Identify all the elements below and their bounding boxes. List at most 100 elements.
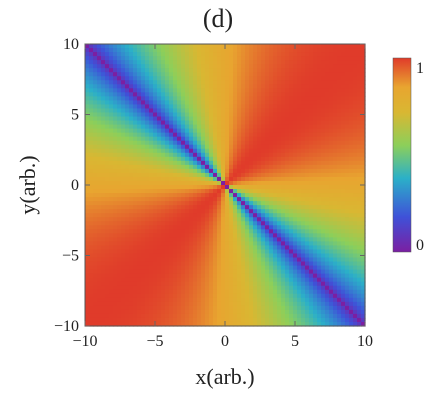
heatmap-cell: [317, 189, 322, 194]
heatmap-cell: [309, 217, 314, 222]
heatmap-cell: [121, 233, 126, 238]
heatmap-cell: [361, 265, 366, 271]
heatmap-cell: [341, 92, 346, 97]
heatmap-cell: [245, 96, 250, 101]
heatmap-cell: [161, 160, 166, 166]
heatmap-cell: [85, 60, 90, 65]
heatmap-cell: [285, 96, 290, 101]
heatmap-cell: [177, 277, 182, 283]
heatmap-cell: [189, 225, 194, 230]
heatmap-cell: [109, 249, 114, 255]
heatmap-cell: [357, 201, 362, 206]
heatmap-cell: [205, 273, 210, 279]
heatmap-cell: [245, 100, 250, 106]
heatmap-cell: [317, 197, 322, 202]
heatmap-cell: [241, 305, 246, 311]
heatmap-cell: [113, 197, 118, 202]
heatmap-cell: [241, 172, 246, 178]
heatmap-cell: [329, 168, 334, 174]
heatmap-cell: [89, 189, 94, 194]
heatmap-cell: [141, 76, 146, 81]
heatmap-cell: [273, 301, 278, 307]
heatmap-cell: [129, 293, 134, 299]
heatmap-cell: [185, 257, 190, 263]
heatmap-cell: [313, 104, 318, 110]
heatmap-cell: [265, 108, 270, 114]
heatmap-cell: [89, 120, 94, 126]
heatmap-cell: [297, 100, 302, 106]
heatmap-cell: [113, 72, 118, 77]
heatmap-cell: [181, 76, 186, 81]
heatmap-cell: [197, 281, 202, 287]
heatmap-cell: [237, 92, 242, 97]
heatmap-cell: [273, 309, 278, 315]
heatmap-cell: [281, 293, 286, 299]
heatmap-cell: [93, 84, 98, 89]
heatmap-cell: [165, 112, 170, 118]
heatmap-cell: [337, 245, 342, 251]
heatmap-cell: [337, 317, 342, 323]
heatmap-cell: [229, 253, 234, 259]
heatmap-cell: [97, 60, 102, 65]
heatmap-cell: [89, 72, 94, 77]
heatmap-cell: [133, 112, 138, 118]
heatmap-cell: [109, 253, 114, 259]
heatmap-cell: [85, 249, 90, 255]
heatmap-cell: [245, 237, 250, 242]
heatmap-cell: [305, 160, 310, 166]
heatmap-cell: [241, 124, 246, 130]
heatmap-cell: [297, 72, 302, 77]
heatmap-cell: [293, 116, 298, 122]
heatmap-cell: [273, 108, 278, 114]
heatmap-cell: [317, 297, 322, 303]
heatmap-cell: [241, 237, 246, 242]
heatmap-cell: [125, 249, 130, 255]
heatmap-cell: [305, 144, 310, 150]
heatmap-cell: [161, 285, 166, 291]
heatmap-cell: [121, 176, 126, 182]
heatmap-cell: [277, 265, 282, 271]
heatmap-cell: [293, 108, 298, 114]
heatmap-cell: [261, 261, 266, 267]
heatmap-cell: [109, 193, 114, 198]
heatmap-cell: [149, 156, 154, 162]
heatmap-cell: [157, 233, 162, 238]
heatmap-cell: [113, 269, 118, 275]
heatmap-cell: [173, 265, 178, 271]
heatmap-cell: [245, 297, 250, 303]
heatmap-cell: [349, 48, 354, 53]
heatmap-cell: [89, 68, 94, 73]
heatmap-cell: [233, 233, 238, 238]
heatmap-cell: [125, 273, 130, 279]
heatmap-cell: [205, 301, 210, 307]
heatmap-cell: [265, 293, 270, 299]
heatmap-cell: [277, 116, 282, 122]
heatmap-cell: [265, 257, 270, 263]
heatmap-cell: [209, 76, 214, 81]
heatmap-cell: [229, 265, 234, 271]
heatmap-cell: [205, 92, 210, 97]
heatmap-cell: [137, 144, 142, 150]
heatmap-cell: [137, 201, 142, 206]
heatmap-cell: [193, 225, 198, 230]
heatmap-cell: [141, 180, 146, 186]
heatmap-cell: [209, 112, 214, 118]
heatmap-cell: [213, 245, 218, 251]
heatmap-cell: [193, 116, 198, 122]
heatmap-cell: [105, 277, 110, 283]
heatmap-cell: [105, 265, 110, 271]
heatmap-cell: [97, 156, 102, 162]
heatmap-cell: [145, 217, 150, 222]
heatmap-cell: [117, 313, 122, 319]
heatmap-cell: [281, 201, 286, 206]
heatmap-cell: [361, 48, 366, 53]
heatmap-cell: [333, 88, 338, 93]
heatmap-cell: [157, 193, 162, 198]
heatmap-cell: [305, 229, 310, 234]
heatmap-cell: [177, 305, 182, 311]
heatmap-cell: [233, 168, 238, 174]
heatmap-cell: [269, 189, 274, 194]
heatmap-cell: [157, 116, 162, 122]
heatmap-cell: [165, 168, 170, 174]
heatmap-cell: [205, 80, 210, 85]
